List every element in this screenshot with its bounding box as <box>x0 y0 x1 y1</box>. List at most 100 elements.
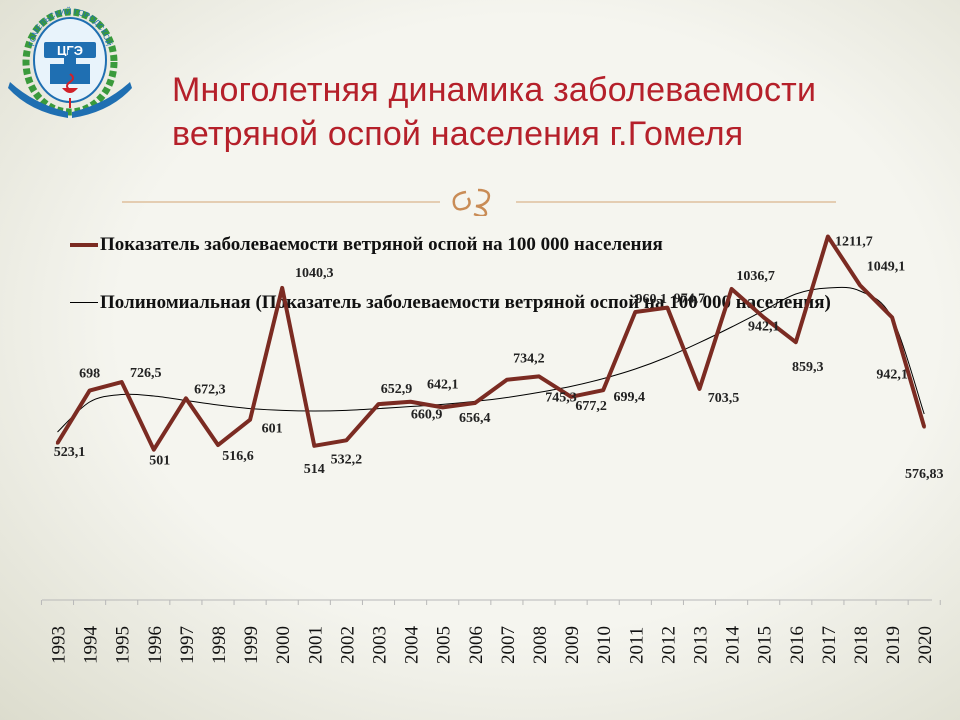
data-label: 672,3 <box>194 382 226 397</box>
data-label: 601 <box>262 422 283 437</box>
data-point <box>697 387 702 391</box>
legend-series-label: Показатель заболеваемости ветряной оспой… <box>100 234 663 255</box>
x-tick-label: 2008 <box>530 626 551 664</box>
x-tick-label: 1996 <box>145 626 166 664</box>
data-label: 698 <box>79 367 100 382</box>
x-tick-label: 2015 <box>755 626 776 664</box>
x-tick-label: 2016 <box>787 626 808 664</box>
data-label: 859,3 <box>792 360 824 375</box>
x-tick-label: 2012 <box>658 626 679 664</box>
x-tick-label: 2010 <box>594 626 615 664</box>
data-label: 501 <box>149 454 170 469</box>
x-tick-label: 1994 <box>81 626 102 665</box>
x-tick-label: 2013 <box>691 626 712 664</box>
x-tick-label: 2018 <box>851 626 872 664</box>
x-tick-label: 1997 <box>177 626 198 664</box>
data-point <box>537 374 541 379</box>
data-label: 942,1 <box>876 367 908 382</box>
data-point <box>152 448 156 452</box>
x-tick-label: 2011 <box>626 627 647 664</box>
title-line-2: ветряной оспой населения г.Гомеля <box>172 115 744 153</box>
data-point <box>55 441 60 445</box>
x-tick-label: 2007 <box>498 626 519 664</box>
series-line <box>55 234 927 452</box>
legend-series-swatch <box>70 243 98 247</box>
wreath-icon <box>22 8 118 116</box>
data-label: 1036,7 <box>736 269 775 284</box>
data-label: 699,4 <box>613 390 645 405</box>
data-label: 642,1 <box>427 377 459 392</box>
x-tick-label: 2004 <box>402 626 423 665</box>
title-line-1: Многолетняя динамика заболеваемости <box>172 71 817 109</box>
data-point <box>120 380 124 384</box>
data-label: 523,1 <box>54 445 86 460</box>
data-label: 734,2 <box>513 352 545 367</box>
x-tick-label: 2020 <box>915 626 936 664</box>
logo: ГОМЕЛЬСКИЙ ГОРОДСКОЙ ЦГЭ <box>8 7 132 118</box>
x-tick-label: 2006 <box>466 626 487 664</box>
x-tick-label: 2017 <box>819 626 840 664</box>
x-tick-label: 2002 <box>337 626 358 664</box>
data-point <box>376 402 381 406</box>
x-tick-label: 2014 <box>723 626 744 665</box>
data-label: 703,5 <box>708 391 740 406</box>
title-divider <box>122 188 836 216</box>
data-point <box>826 234 830 239</box>
page-title: Многолетняя динамика заболеваемости ветр… <box>172 68 942 156</box>
bowl-snake-icon <box>62 73 78 108</box>
data-point <box>280 286 284 290</box>
x-tick-label: 2005 <box>434 626 455 664</box>
x-tick-label: 2000 <box>273 626 294 664</box>
data-point <box>248 418 252 422</box>
data-label: 660,9 <box>411 408 443 423</box>
x-tick-label: 2001 <box>305 626 326 664</box>
data-point <box>858 283 862 287</box>
trend-line <box>57 286 925 433</box>
data-label: 576,83 <box>905 467 944 482</box>
data-point <box>601 388 605 392</box>
data-point <box>216 443 220 447</box>
flourish-icon <box>452 188 491 216</box>
data-label: 677,2 <box>575 399 607 414</box>
data-point <box>184 396 188 400</box>
data-point <box>633 310 637 314</box>
data-point <box>344 438 348 442</box>
x-tick-label: 2009 <box>562 626 583 664</box>
data-point <box>505 378 509 382</box>
x-tick-label: 1993 <box>49 626 70 664</box>
data-label: 652,9 <box>381 382 413 397</box>
x-tick-label: 2019 <box>883 626 904 664</box>
data-point <box>312 444 316 448</box>
data-label: 960,1 <box>636 292 668 307</box>
data-label: 1211,7 <box>835 234 873 249</box>
data-point <box>441 405 445 409</box>
data-point <box>409 400 413 404</box>
data-point <box>890 315 894 319</box>
data-point <box>473 401 477 405</box>
data-label: 656,4 <box>459 411 491 426</box>
data-label: 974,7 <box>674 292 706 307</box>
data-label: 745,3 <box>545 390 577 405</box>
x-tick-label: 1998 <box>209 626 230 664</box>
data-point <box>665 305 670 310</box>
data-label: 1040,3 <box>295 266 334 281</box>
data-point <box>762 315 766 319</box>
x-tick-label: 1995 <box>113 626 134 664</box>
data-point <box>88 389 92 393</box>
data-label: 942,1 <box>748 319 780 334</box>
data-point <box>730 287 734 291</box>
data-label: 726,5 <box>130 366 162 381</box>
x-tick-label: 2003 <box>370 626 391 664</box>
legend-trend-swatch <box>70 302 98 303</box>
data-label: 516,6 <box>222 449 254 464</box>
data-point <box>922 425 926 429</box>
data-label: 1049,1 <box>867 259 906 274</box>
data-point <box>794 340 798 344</box>
data-label: 514 <box>304 462 325 477</box>
x-tick-label: 1999 <box>241 626 262 664</box>
data-label: 532,2 <box>331 452 363 467</box>
data-point <box>569 395 573 399</box>
hands-icon <box>8 82 132 118</box>
legend-series: Показатель заболеваемости ветряной оспой… <box>70 232 663 258</box>
